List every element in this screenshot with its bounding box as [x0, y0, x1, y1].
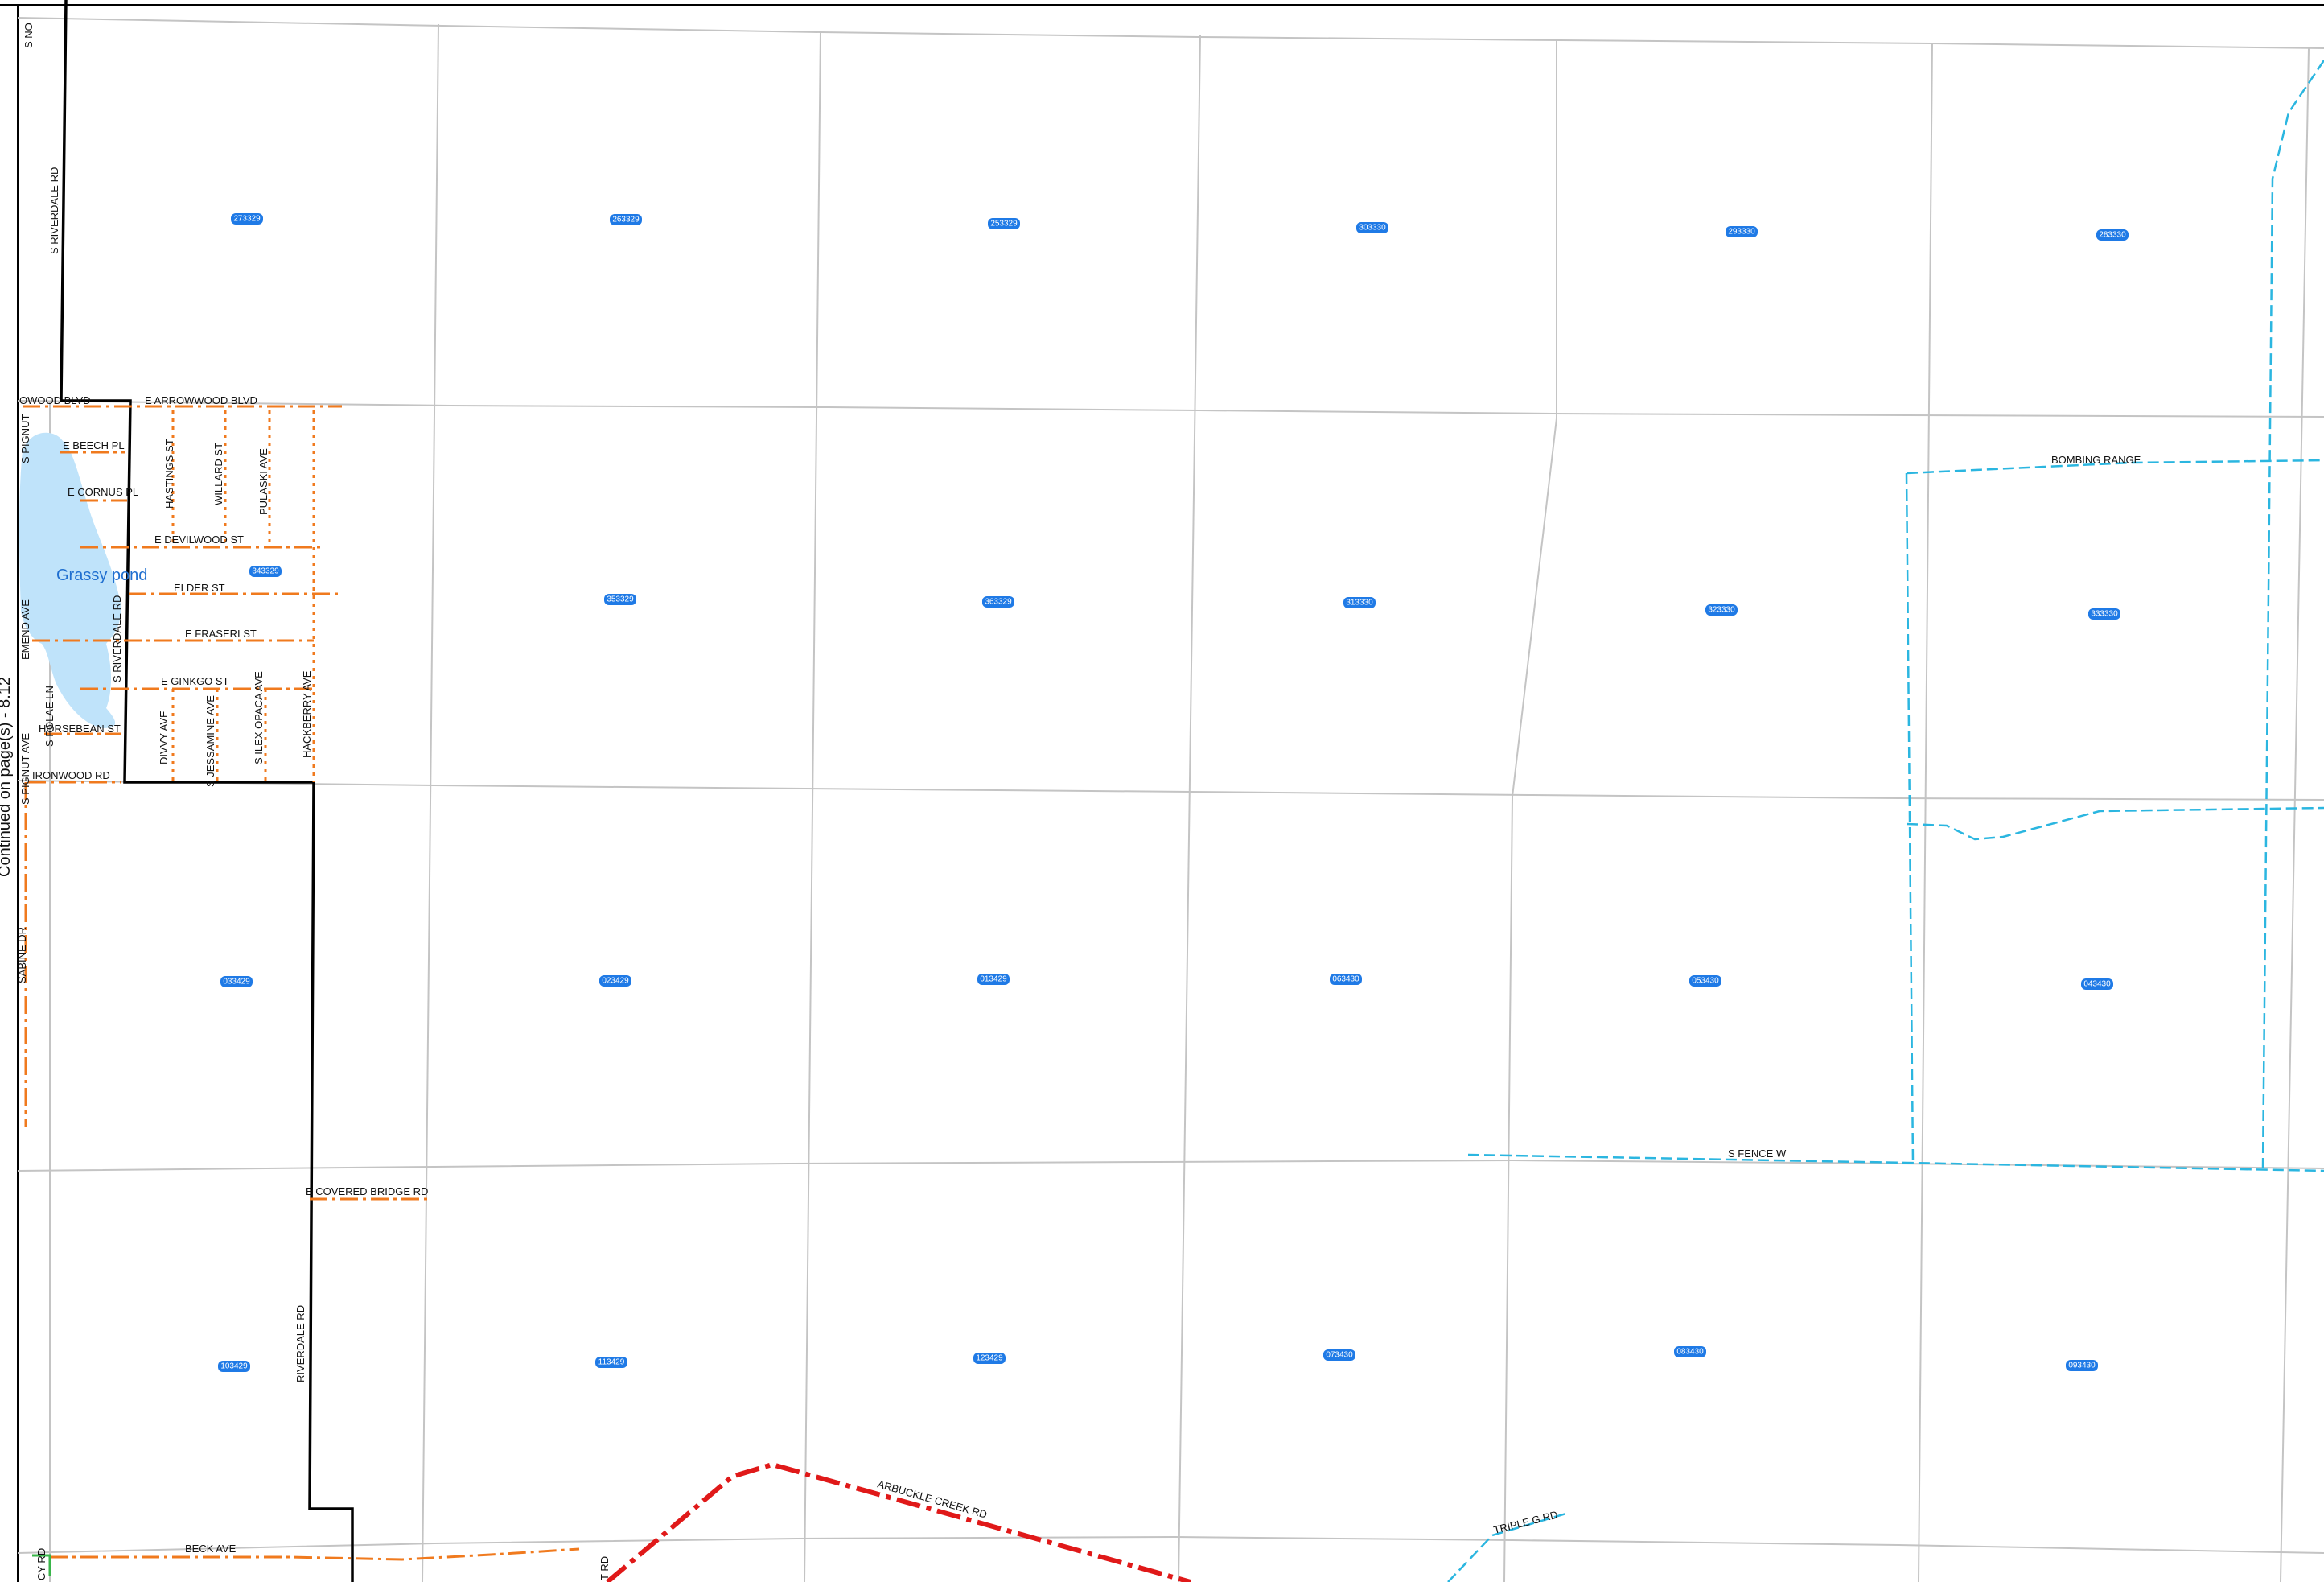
svg-text:323330: 323330	[1708, 606, 1735, 615]
parcel-label: 313330	[1343, 597, 1376, 608]
parcel-label: 283330	[2096, 229, 2129, 241]
parcel-label: 293330	[1726, 226, 1758, 237]
road-label-riverdale-north: S RIVERDALE RD	[48, 167, 60, 254]
road-label-cornus: E CORNUS PL	[68, 486, 138, 498]
road-label-arrowwood-east: E ARROWWOOD BLVD	[145, 394, 257, 406]
svg-text:123429: 123429	[976, 1354, 1003, 1363]
road-label-elder: ELDER ST	[174, 582, 225, 594]
road-label-polae: S POLAE LN	[43, 686, 56, 747]
parcel-labels: 273329 263329 253329 303330 293330 28333…	[218, 213, 2129, 1372]
svg-text:093430: 093430	[2068, 1362, 2096, 1370]
svg-text:293330: 293330	[1728, 228, 1755, 237]
svg-text:103429: 103429	[220, 1362, 248, 1371]
local-roads	[23, 405, 580, 1561]
road-label-bottom-left: CY RD	[35, 1548, 47, 1580]
svg-text:273329: 273329	[233, 215, 261, 224]
parcel-label: 013429	[977, 974, 1010, 985]
parcel-label: 043430	[2081, 978, 2113, 990]
road-label-fence: S FENCE W	[1728, 1147, 1787, 1160]
parcel-label: 023429	[599, 975, 631, 987]
svg-text:253329: 253329	[990, 220, 1018, 229]
road-label-fraseri: E FRASERI ST	[185, 628, 257, 640]
svg-text:333330: 333330	[2091, 610, 2118, 619]
continuation-note: Continued on page(s) - 8.12	[0, 677, 14, 877]
road-label-divvy: DIVVY AVE	[158, 711, 170, 764]
svg-text:053430: 053430	[1692, 977, 1719, 986]
road-label-bottom-mid: T RD	[598, 1556, 611, 1580]
road-label-hackberry: HACKBERRY AVE	[301, 670, 313, 758]
svg-text:073430: 073430	[1326, 1351, 1353, 1360]
road-label-horsebean: HORSEBEAN ST	[39, 723, 121, 735]
road-label-ginkgo: E GINKGO ST	[161, 675, 229, 687]
road-label-beck: BECK AVE	[185, 1543, 237, 1555]
district-boundary	[60, 0, 354, 1582]
parcel-label: 253329	[988, 218, 1020, 229]
arbuckle-creek-road	[606, 1461, 1191, 1582]
road-label-jessamine: S JESSAMINE AVE	[204, 695, 216, 787]
parcel-label: 113429	[595, 1357, 627, 1368]
svg-text:303330: 303330	[1359, 224, 1386, 233]
road-label-emend: EMEND AVE	[19, 599, 31, 660]
parcel-label: 353329	[604, 594, 636, 605]
parcel-label: 363329	[982, 596, 1014, 608]
svg-text:363329: 363329	[985, 598, 1012, 607]
svg-text:113429: 113429	[598, 1358, 625, 1367]
road-label-bombing-range: BOMBING RANGE	[2051, 454, 2141, 466]
svg-text:283330: 283330	[2099, 231, 2126, 240]
road-label-devilwood: E DEVILWOOD ST	[154, 534, 244, 546]
parcel-label: 103429	[218, 1361, 250, 1372]
parcel-label: 093430	[2066, 1360, 2098, 1371]
svg-text:033429: 033429	[223, 978, 250, 987]
water-label: Grassy pond	[56, 566, 147, 584]
parcel-label: 323330	[1705, 604, 1738, 616]
road-label-arrowwood-west: OWOOD BLVD	[19, 394, 91, 406]
svg-text:313330: 313330	[1346, 599, 1373, 608]
road-label-ironwood: IRONWOOD RD	[32, 769, 110, 781]
parcel-label: 303330	[1356, 222, 1388, 233]
grassy-pond	[19, 432, 121, 728]
parcel-label: 343329	[249, 566, 282, 577]
parcel-label: 263329	[610, 214, 642, 225]
parcel-label: 333330	[2088, 608, 2120, 620]
parcel-label: 073430	[1323, 1349, 1355, 1361]
road-label-pignut-north: S PIGNUT	[19, 414, 31, 463]
svg-text:043430: 043430	[2083, 980, 2111, 989]
road-label-hastings: HASTINGS ST	[163, 439, 175, 509]
parcel-label: 053430	[1689, 975, 1721, 987]
road-label-ilex: S ILEX OPACA AVE	[253, 671, 265, 764]
svg-text:343329: 343329	[252, 567, 279, 576]
svg-text:063430: 063430	[1332, 975, 1359, 984]
svg-text:023429: 023429	[602, 977, 629, 986]
road-label-pignut-south: S PIGNUT AVE	[19, 733, 31, 805]
svg-text:263329: 263329	[612, 216, 640, 225]
parcel-label: 273329	[231, 213, 263, 225]
road-label-pulaski: PULASKI AVE	[257, 448, 269, 515]
road-label-riverdale-south: RIVERDALE RD	[294, 1305, 306, 1382]
trails	[1447, 60, 2324, 1582]
road-label-beech: E BEECH PL	[63, 439, 125, 451]
parcel-label: 083430	[1674, 1346, 1706, 1357]
section-grid	[17, 17, 2324, 1582]
road-label-willard: WILLARD ST	[212, 443, 224, 505]
parcel-label: 123429	[973, 1353, 1006, 1364]
road-label-covered-bridge: E COVERED BRIDGE RD	[306, 1185, 428, 1197]
svg-text:013429: 013429	[980, 975, 1007, 984]
svg-text:353329: 353329	[607, 595, 634, 604]
green-road-stub	[32, 1554, 51, 1576]
road-label-top-corner: S NO	[23, 23, 35, 48]
road-label-sabine: SABINE DR	[16, 927, 28, 983]
svg-text:083430: 083430	[1676, 1348, 1704, 1357]
parcel-label: 033429	[220, 976, 253, 987]
parcel-label: 063430	[1330, 974, 1362, 985]
road-label-riverdale-mid: S RIVERDALE RD	[111, 595, 123, 682]
